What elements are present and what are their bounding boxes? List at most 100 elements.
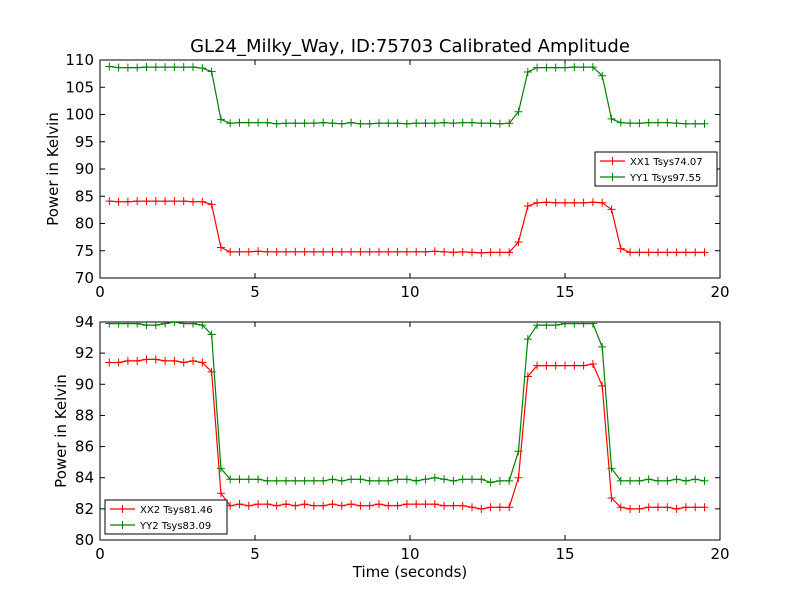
data-point [105, 197, 114, 206]
data-point [328, 119, 337, 128]
data-point [588, 360, 597, 369]
data-point [533, 322, 542, 330]
y-tick-label: 94 [75, 313, 94, 331]
data-point [151, 322, 160, 330]
data-point [635, 476, 644, 485]
y-tick-label: 86 [75, 438, 94, 456]
data-point [561, 198, 569, 207]
data-point [244, 475, 253, 484]
data-point [635, 119, 644, 128]
data-point [254, 118, 263, 127]
data-point [616, 244, 625, 253]
data-point [272, 247, 281, 256]
data-point [235, 475, 244, 484]
data-point [542, 322, 551, 330]
data-point [440, 118, 449, 127]
data-point [133, 63, 142, 72]
data-point [393, 247, 402, 256]
data-point [105, 62, 114, 71]
data-point [561, 322, 569, 328]
data-point [514, 107, 523, 116]
data-point [309, 476, 318, 485]
data-point [607, 464, 616, 473]
data-point [542, 361, 551, 370]
data-point [282, 119, 290, 128]
data-point [402, 500, 411, 509]
data-point [337, 119, 346, 128]
data-point [672, 119, 681, 128]
data-point [375, 119, 383, 128]
data-point [375, 476, 383, 485]
data-point [207, 330, 216, 339]
y-tick-label: 90 [75, 160, 94, 178]
legend-label: XX2 Tsys81.46 [140, 505, 213, 516]
data-point [505, 248, 514, 257]
y-tick-label: 100 [65, 106, 94, 124]
data-point [570, 63, 579, 72]
data-point [561, 63, 569, 72]
data-point [263, 247, 272, 256]
data-point [161, 197, 170, 206]
data-point [505, 119, 514, 128]
data-point [226, 501, 235, 510]
data-point [170, 197, 179, 206]
y-tick-label: 84 [75, 469, 94, 487]
data-point [393, 475, 402, 484]
data-point [505, 476, 514, 485]
data-point [384, 501, 393, 510]
data-point [449, 476, 458, 485]
data-point [365, 501, 374, 510]
legend-marker [608, 173, 617, 181]
data-point [514, 473, 523, 482]
data-point [412, 476, 421, 485]
data-point [170, 63, 179, 72]
data-point [691, 248, 700, 257]
legend-marker [608, 157, 617, 165]
data-point [542, 63, 551, 72]
data-point [402, 119, 411, 128]
data-point [654, 248, 662, 257]
data-point [616, 476, 625, 485]
data-point [328, 247, 337, 256]
data-point [663, 503, 672, 512]
data-point [189, 322, 197, 328]
data-point [393, 119, 402, 128]
data-point [570, 322, 579, 328]
data-point [430, 247, 439, 256]
data-point [477, 475, 486, 484]
data-point [114, 358, 123, 367]
legend: XX2 Tsys81.46 YY2 Tsys83.09 [104, 499, 228, 535]
data-point [142, 355, 151, 364]
data-point [244, 247, 253, 256]
x-axis-label: Time (seconds) [352, 563, 468, 581]
data-point [151, 63, 160, 72]
data-point [244, 118, 253, 127]
data-point [235, 118, 244, 127]
data-point [123, 63, 132, 72]
data-point [579, 63, 588, 72]
data-point [347, 247, 356, 256]
y-tick-label: 80 [75, 531, 94, 549]
data-point [402, 475, 411, 484]
data-point [430, 119, 439, 128]
data-point [375, 500, 383, 509]
data-point [523, 67, 532, 76]
data-point [105, 322, 114, 328]
data-point [672, 504, 681, 513]
data-point [681, 476, 690, 485]
data-point [161, 356, 170, 365]
data-point [458, 501, 467, 510]
data-point [635, 504, 644, 513]
y-axis-label: Power in Kelvin [44, 112, 62, 226]
data-point [300, 476, 309, 485]
data-point [133, 356, 142, 365]
data-point [421, 475, 430, 484]
data-point [226, 247, 235, 256]
data-point [142, 322, 151, 330]
x-tick-label: 15 [555, 283, 574, 301]
data-point [114, 63, 123, 72]
data-point [300, 500, 309, 509]
data-point [626, 119, 635, 128]
data-point [179, 322, 188, 328]
data-point [663, 118, 672, 127]
